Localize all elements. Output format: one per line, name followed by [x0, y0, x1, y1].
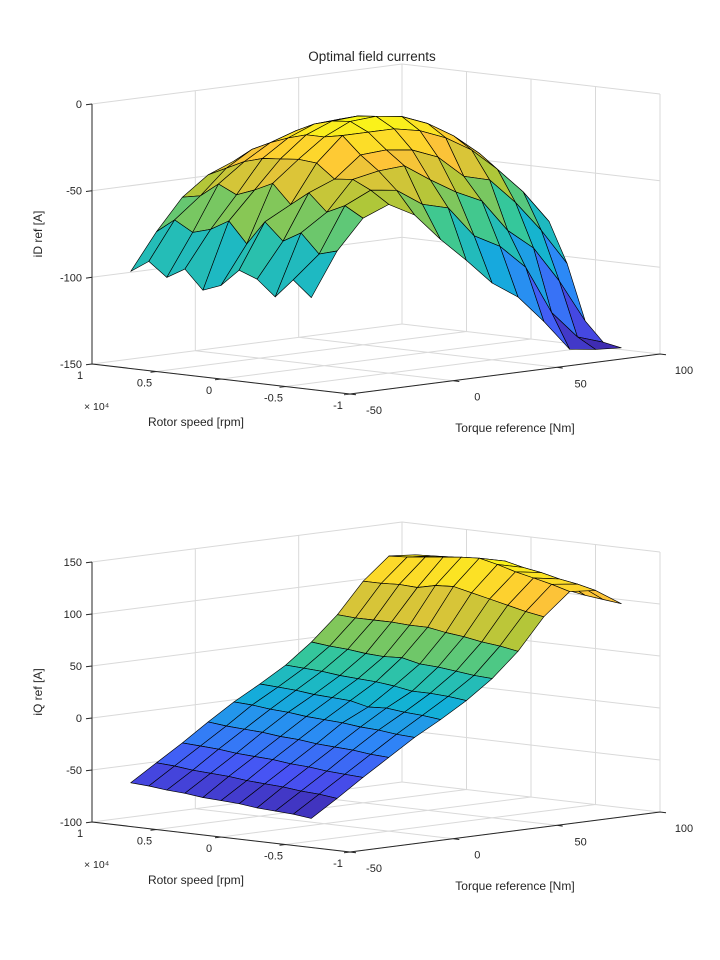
y-tick-label: 0 [206, 385, 212, 397]
z-tick-label: 150 [64, 557, 82, 569]
surface-face [292, 250, 338, 298]
z-tick-label: 100 [64, 609, 82, 621]
x-tick-label: 0 [474, 392, 480, 404]
z-tick-label: -100 [60, 272, 82, 284]
z-tick-label: 0 [76, 713, 82, 725]
id-surface-mesh [130, 115, 622, 350]
figure-title: Optimal field currents [308, 49, 436, 64]
x-tick-label: 50 [575, 836, 587, 848]
y-tick-label: -0.5 [264, 851, 283, 863]
bottom-plot: -100 -50 0 50 100 150 -1 -0.5 0 0.5 1 -50 0 50 100 × 10… [31, 521, 693, 893]
axis-lines-and-ticks [85, 103, 667, 396]
x-tick-label: -50 [366, 405, 382, 417]
torque-reference-axis-label: Torque reference [Nm] [455, 879, 574, 893]
y-tick-label: -1 [333, 858, 343, 870]
y-axis-exponent-label: × 10⁴ [84, 401, 109, 413]
y-tick-label: 1 [77, 828, 83, 840]
y-tick-label: 0.5 [137, 378, 152, 390]
y-tick-label: 0 [206, 843, 212, 855]
y-tick-label: 0.5 [137, 836, 152, 848]
rotor-speed-axis-label: Rotor speed [rpm] [148, 873, 244, 887]
x-tick-label: -50 [366, 863, 382, 875]
axis-lines-and-ticks [85, 561, 667, 854]
z-tick-label: -150 [60, 359, 82, 371]
rotor-speed-axis-label: Rotor speed [rpm] [148, 415, 244, 429]
z-tick-label: -50 [66, 186, 82, 198]
z-tick-label: -50 [66, 765, 82, 777]
id-ref-axis-label: iD ref [A] [31, 211, 45, 258]
y-tick-label: -0.5 [264, 393, 283, 405]
iq-ref-axis-label: iQ ref [A] [31, 668, 45, 715]
x-tick-label: 0 [474, 850, 480, 862]
x-tick-label: 100 [675, 823, 693, 835]
top-plot: -150 -100 -50 0 -1 -0.5 0 0.5 1 -50 0 50 100 × 10⁴ Rot… [31, 49, 693, 435]
y-axis-exponent-label: × 10⁴ [84, 859, 109, 871]
z-tick-label: 0 [76, 99, 82, 111]
y-tick-label: -1 [333, 400, 343, 412]
z-tick-label: -100 [60, 817, 82, 829]
iq-surface-mesh [130, 554, 622, 819]
torque-reference-axis-label: Torque reference [Nm] [455, 421, 574, 435]
z-tick-label: 50 [70, 661, 82, 673]
x-tick-label: 50 [575, 378, 587, 390]
y-tick-label: 1 [77, 370, 83, 382]
surface-face [292, 793, 338, 819]
x-tick-label: 100 [675, 365, 693, 377]
